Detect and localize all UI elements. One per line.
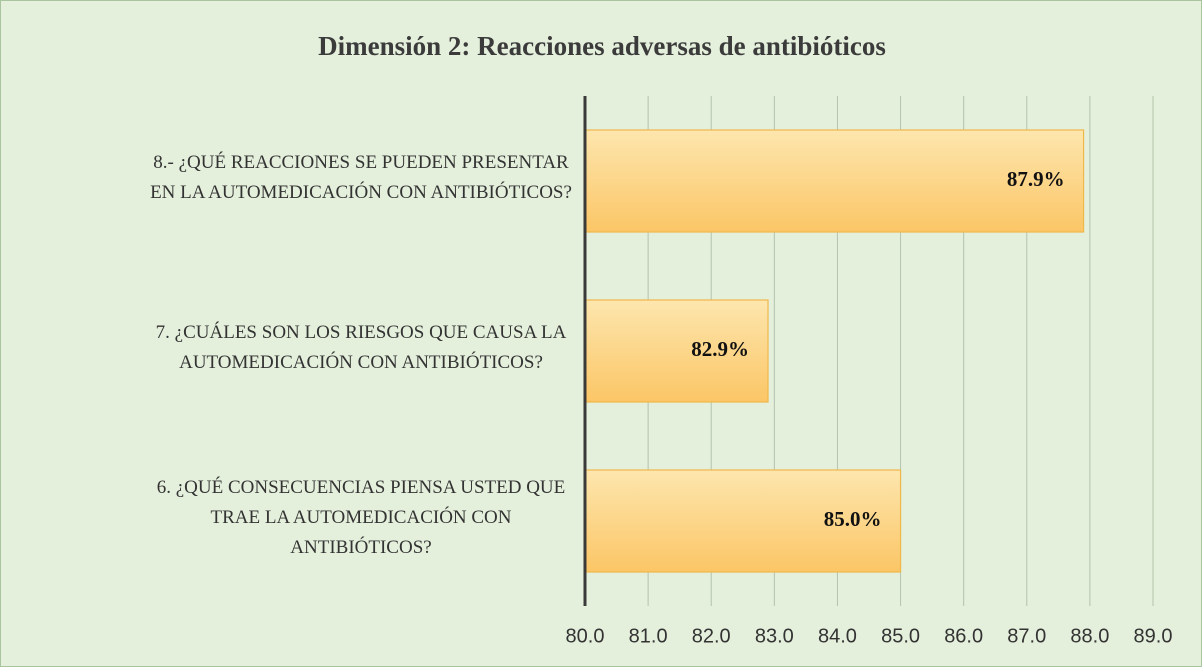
value-label: 82.9% (691, 337, 749, 361)
value-label: 87.9% (1007, 167, 1065, 191)
x-tick-label: 86.0 (944, 625, 983, 647)
category-label: 7. ¿CUÁLES SON LOS RIESGOS QUE CAUSA LA … (155, 322, 567, 373)
x-tick-label: 87.0 (1007, 625, 1046, 647)
x-tick-label: 83.0 (755, 625, 794, 647)
x-tick-label: 82.0 (692, 625, 731, 647)
x-tick-label: 80.0 (566, 625, 605, 647)
bar (584, 129, 1085, 233)
bar (584, 299, 769, 403)
category-label: 8.- ¿QUÉ REACCIONES SE PUEDEN PRESENTAR … (150, 152, 572, 203)
x-tick-label: 81.0 (629, 625, 668, 647)
x-tick-label: 84.0 (818, 625, 857, 647)
x-tick-label: 89.0 (1134, 625, 1173, 647)
value-label: 85.0% (824, 507, 882, 531)
chart-title: Dimensión 2: Reacciones adversas de anti… (318, 31, 886, 61)
x-tick-label: 88.0 (1070, 625, 1109, 647)
x-tick-label: 85.0 (881, 625, 920, 647)
category-label: 6. ¿QUÉ CONSECUENCIAS PIENSA USTED QUE T… (156, 477, 566, 558)
bar (584, 469, 902, 573)
